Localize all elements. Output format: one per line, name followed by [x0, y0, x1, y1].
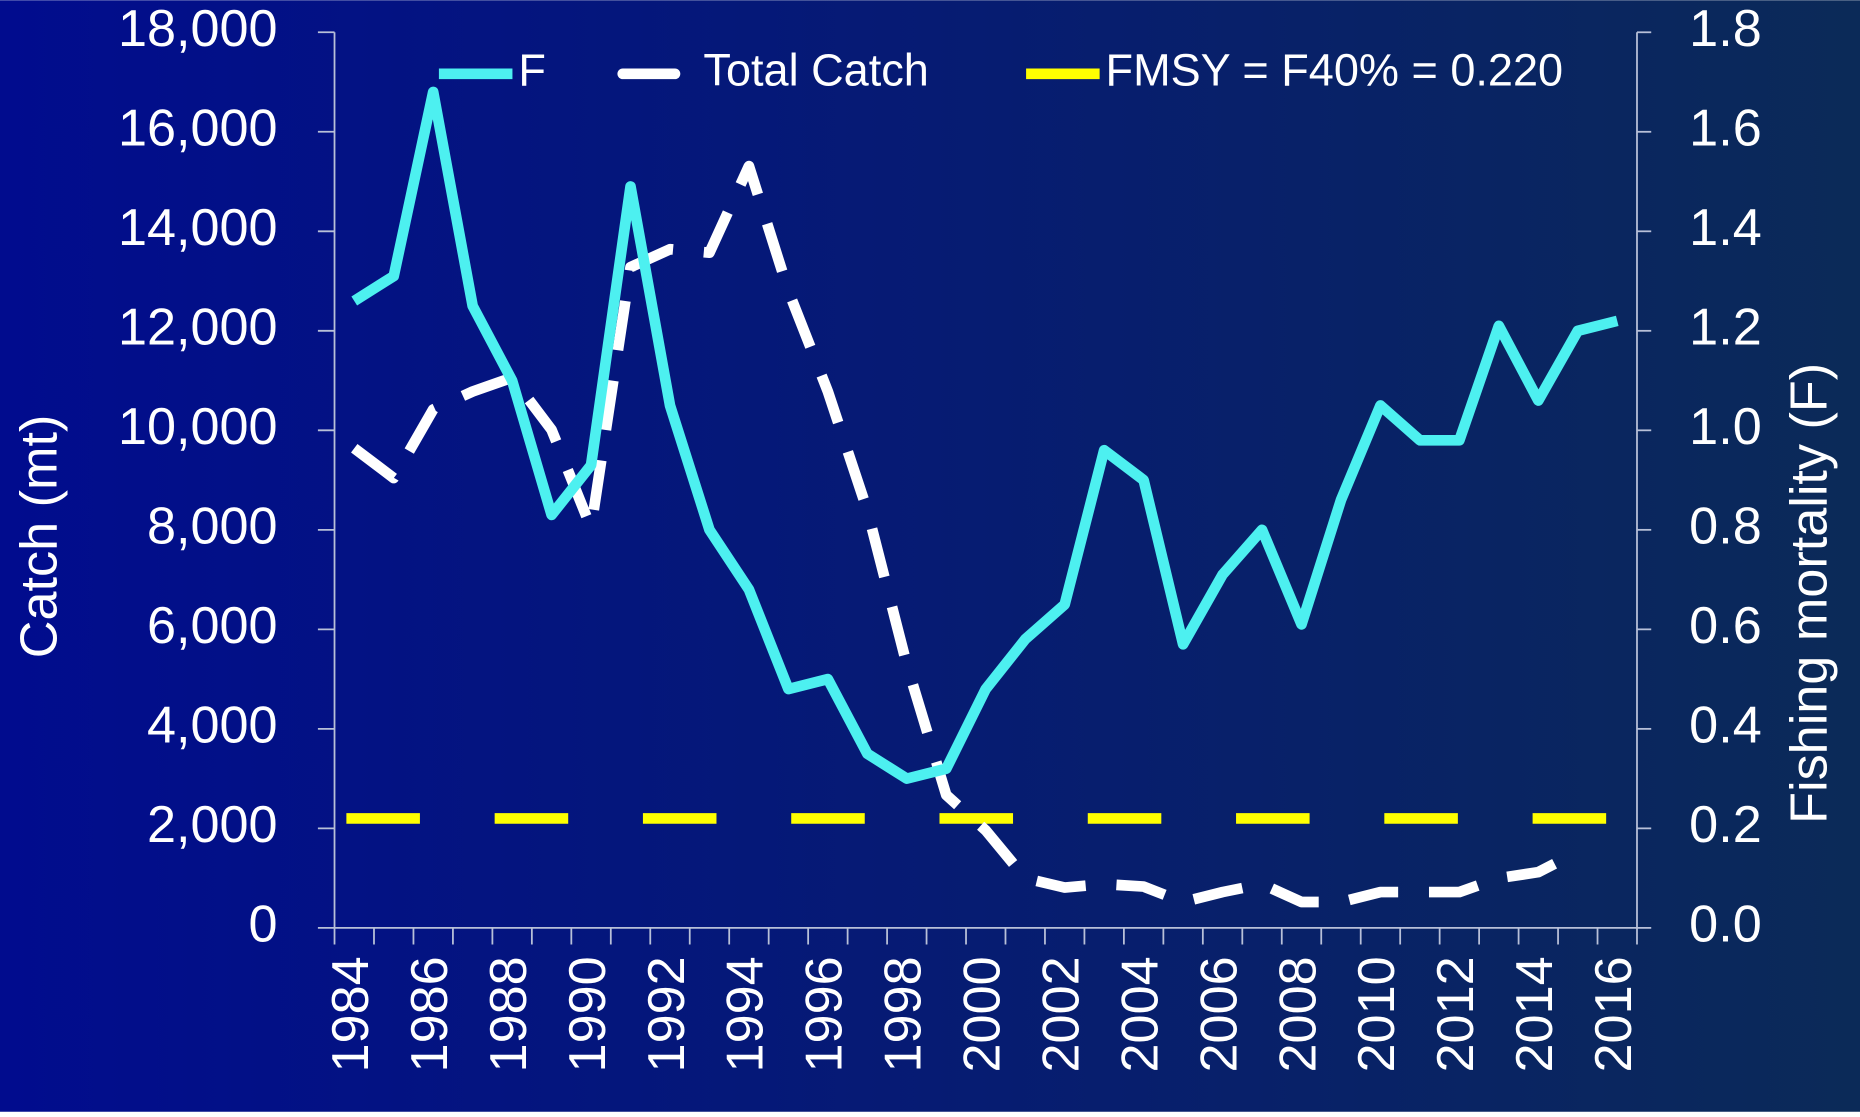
y-tick-label: 14,000: [118, 199, 278, 257]
x-tick-label: 2008: [1269, 956, 1327, 1072]
x-tick-label: 2012: [1427, 956, 1485, 1072]
y2-tick-label: 0.2: [1689, 796, 1762, 854]
x-tick-label: 1986: [401, 956, 459, 1072]
y2-tick-label: 1.6: [1689, 100, 1762, 158]
y-tick-label: 8,000: [147, 498, 278, 556]
y-tick-label: 2,000: [147, 796, 278, 854]
y2-tick-label: 0.4: [1689, 697, 1762, 755]
x-tick-label: 1994: [717, 956, 775, 1072]
x-tick-label: 1996: [796, 956, 854, 1072]
x-tick-label: 2014: [1506, 956, 1564, 1072]
x-tick-label: 1990: [559, 956, 617, 1072]
y-tick-label: 12,000: [118, 299, 278, 357]
series-line: [351, 86, 1619, 784]
legend-label: F: [518, 45, 546, 96]
x-tick-label: 2016: [1585, 956, 1643, 1072]
legend-label: FMSY = F40% = 0.220: [1106, 45, 1564, 96]
y2-tick-label: 0.0: [1689, 896, 1762, 954]
y-tick-label: 0: [249, 896, 278, 954]
y2-axis-label: Fishing mortality (F): [1780, 363, 1838, 824]
x-tick-label: 2000: [954, 956, 1012, 1072]
y2-tick-label: 0.8: [1689, 498, 1762, 556]
x-tick-label: 2006: [1190, 956, 1248, 1072]
y-tick-label: 10,000: [118, 398, 278, 456]
y2-tick-label: 1.8: [1689, 0, 1762, 58]
x-tick-label: 1984: [322, 956, 380, 1072]
y-tick-label: 16,000: [118, 100, 278, 158]
y2-tick-label: 1.2: [1689, 299, 1762, 357]
y2-tick-label: 1.0: [1689, 398, 1762, 456]
x-tick-label: 1998: [875, 956, 933, 1072]
y2-tick-label: 0.6: [1689, 597, 1762, 655]
x-tick-label: 2010: [1348, 956, 1406, 1072]
y-tick-label: 4,000: [147, 697, 278, 755]
y-tick-label: 18,000: [118, 0, 278, 58]
series-line: [351, 160, 1581, 908]
x-tick-label: 2002: [1032, 956, 1090, 1072]
y-axis-label: Catch (mt): [10, 415, 68, 659]
x-tick-label: 2004: [1111, 956, 1169, 1072]
x-tick-label: 1988: [480, 956, 538, 1072]
legend-label: Total Catch: [703, 45, 928, 96]
y2-tick-label: 1.4: [1689, 199, 1762, 257]
x-tick-label: 1992: [638, 956, 696, 1072]
y-tick-label: 6,000: [147, 597, 278, 655]
